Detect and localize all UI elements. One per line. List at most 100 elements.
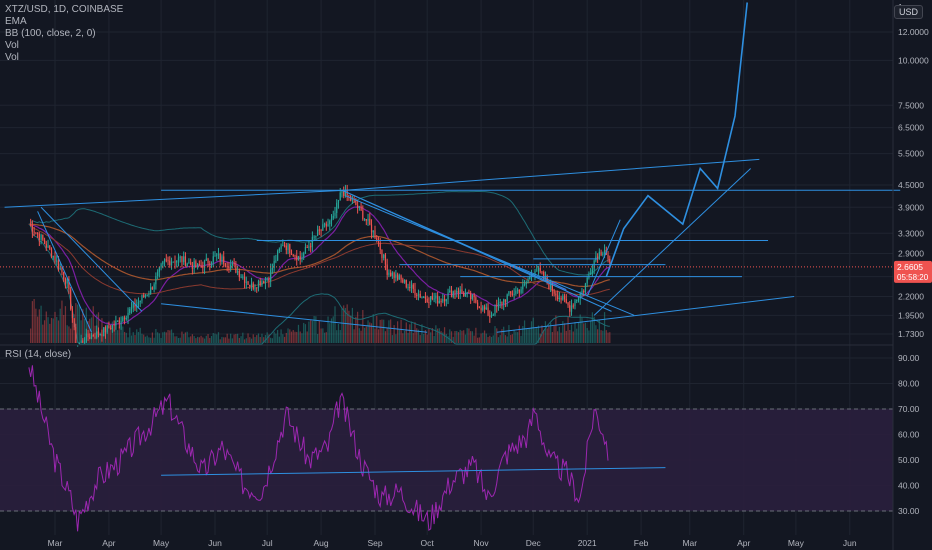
volume-bar xyxy=(471,331,473,343)
candle-body xyxy=(477,302,479,308)
volume-bar xyxy=(423,333,425,343)
volume-bar xyxy=(294,331,296,343)
fan-line-2 xyxy=(341,189,567,291)
volume-bar xyxy=(497,337,500,343)
candle-body xyxy=(177,257,180,261)
volume-bar xyxy=(363,327,366,343)
volume-bar xyxy=(137,331,140,343)
time-tick-label: May xyxy=(153,538,170,548)
candle-body xyxy=(64,278,67,284)
candle-body xyxy=(423,296,425,298)
candle-body xyxy=(183,256,185,262)
volume-bar xyxy=(605,330,607,343)
volume-bar xyxy=(75,303,77,343)
candle-body xyxy=(310,246,312,248)
candle-body xyxy=(94,336,96,338)
candle-body xyxy=(304,247,307,254)
volume-bar xyxy=(329,323,331,343)
volume-bar xyxy=(343,305,345,343)
candle-body xyxy=(329,220,331,225)
volume-bar xyxy=(273,331,275,343)
volume-bar xyxy=(179,337,181,343)
candle-body xyxy=(327,224,329,227)
volume-bar xyxy=(548,325,550,343)
candle-body xyxy=(550,283,552,289)
volume-bar xyxy=(579,314,581,343)
candle-body xyxy=(494,305,496,315)
volume-bar xyxy=(403,330,406,343)
candle-body xyxy=(207,258,209,264)
ema-indicator-label[interactable]: EMA xyxy=(5,16,27,27)
symbol-title[interactable]: XTZ/USD, 1D, COINBASE xyxy=(5,4,124,15)
candle-body xyxy=(504,299,507,302)
volume-bar xyxy=(50,317,53,343)
candle-body xyxy=(186,263,188,267)
volume-bar xyxy=(492,335,494,343)
volume-bar xyxy=(475,327,477,343)
volume-bar xyxy=(478,337,480,343)
candle-body xyxy=(325,223,327,227)
volume-bar xyxy=(210,336,213,343)
volume-bar xyxy=(409,324,411,343)
volume-bar xyxy=(256,335,258,343)
candle-body xyxy=(275,260,277,262)
rsi-axis[interactable]: 30.00 40.00 50.00 60.00 70.00 80.00 90.00 xyxy=(898,353,920,516)
volume-bar xyxy=(383,319,385,343)
candle-body xyxy=(597,256,599,260)
volume-bar xyxy=(238,337,240,343)
candle-body xyxy=(157,271,159,277)
volume-bar xyxy=(325,332,327,343)
volume-bar xyxy=(386,327,388,343)
volume-bar xyxy=(317,333,319,343)
rsi-indicator-label[interactable]: RSI (14, close) xyxy=(5,349,72,360)
candle-body xyxy=(153,284,155,290)
candle-body xyxy=(277,250,279,261)
volume-bar xyxy=(127,337,129,343)
volume-bar xyxy=(190,336,192,343)
volume-bar xyxy=(296,331,298,343)
bb-indicator-label[interactable]: BB (100, close, 2, 0) xyxy=(5,28,96,39)
candle-body xyxy=(160,264,162,268)
ema-line-slow xyxy=(28,223,610,288)
volume-bar xyxy=(517,332,519,343)
volume-bar xyxy=(437,328,439,343)
volume-bar xyxy=(426,334,428,343)
volume-bar xyxy=(303,322,305,343)
volume-bar xyxy=(591,312,593,343)
candle-body xyxy=(181,256,183,262)
volume-bar xyxy=(567,316,569,343)
candle-body xyxy=(85,333,87,343)
candle-body xyxy=(466,292,468,294)
candle-body xyxy=(122,317,124,322)
volume-indicator-label[interactable]: Vol xyxy=(5,40,19,51)
candle-body xyxy=(598,251,600,260)
candle-body xyxy=(120,321,122,324)
trendline-drawings[interactable] xyxy=(4,2,901,333)
candle-body xyxy=(254,287,256,289)
currency-badge[interactable]: USD xyxy=(893,5,923,19)
volume-bar xyxy=(410,321,413,343)
volume-bar xyxy=(223,337,225,343)
volume-bar xyxy=(163,331,166,343)
candle-body xyxy=(117,320,119,322)
candle-body xyxy=(517,289,519,291)
candle-body xyxy=(151,287,153,290)
candle-body xyxy=(245,281,247,283)
volume-bar xyxy=(299,331,301,343)
rsi-tick-label: 30.00 xyxy=(898,506,920,516)
time-axis[interactable]: Mar Apr May Jun Jul Aug Sep Oct Nov Dec 2021 Feb Mar… xyxy=(48,538,857,548)
volume-bar xyxy=(447,336,449,343)
volume-bar xyxy=(428,328,430,343)
volume-bar xyxy=(597,329,599,343)
candle-body xyxy=(372,230,374,233)
candle-body xyxy=(292,254,294,256)
volume-bar xyxy=(183,334,185,343)
candle-body xyxy=(520,289,522,293)
bb-lower-line xyxy=(28,223,610,345)
candle-body xyxy=(283,245,286,247)
volume-bar xyxy=(301,333,303,343)
volume-bar xyxy=(143,334,145,343)
volume-indicator-label-2[interactable]: Vol xyxy=(5,52,19,63)
volume-bar xyxy=(581,317,583,343)
